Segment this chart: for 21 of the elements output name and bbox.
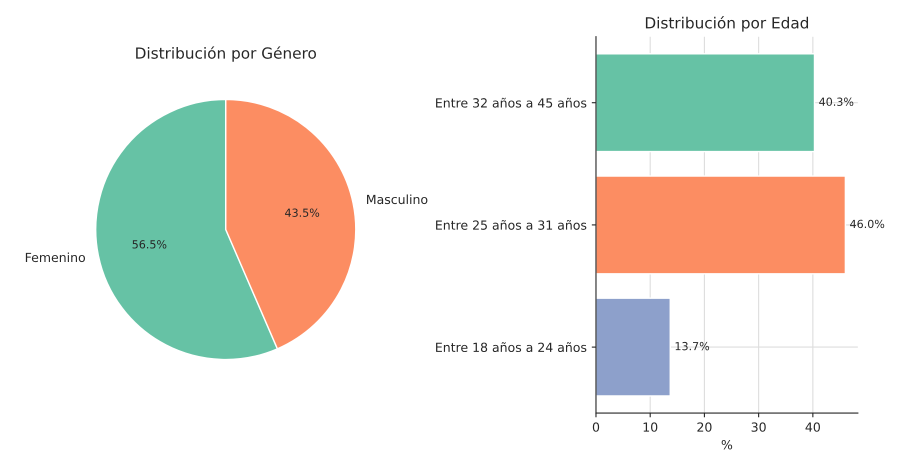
slice-label: Femenino — [26, 252, 86, 262]
data-label: 46.0% — [850, 220, 884, 228]
x-axis-title: % — [722, 440, 732, 450]
data-label: 43.5% — [285, 208, 320, 217]
bar — [596, 175, 846, 274]
slice-label: Masculino — [367, 194, 428, 204]
bar — [596, 53, 816, 152]
data-label: 40.3% — [819, 98, 854, 106]
data-label: 13.7% — [676, 342, 710, 350]
x-tick-label: 40 — [806, 422, 820, 432]
data-label: 56.5% — [132, 240, 166, 249]
x-tick-label: 0 — [592, 422, 600, 432]
x-tick-label: 30 — [752, 422, 766, 432]
bar — [596, 298, 671, 397]
y-tick-label: Entre 32 años a 45 años — [436, 98, 586, 108]
y-tick-label: Entre 18 años a 24 años — [436, 342, 586, 352]
chart-title: Distribución por Género — [136, 46, 316, 62]
y-tick-label: Entre 25 años a 31 años — [436, 220, 586, 230]
x-tick-label: 20 — [697, 422, 712, 432]
chart-title: Distribución por Edad — [646, 16, 808, 32]
x-tick-label: 10 — [644, 422, 658, 432]
